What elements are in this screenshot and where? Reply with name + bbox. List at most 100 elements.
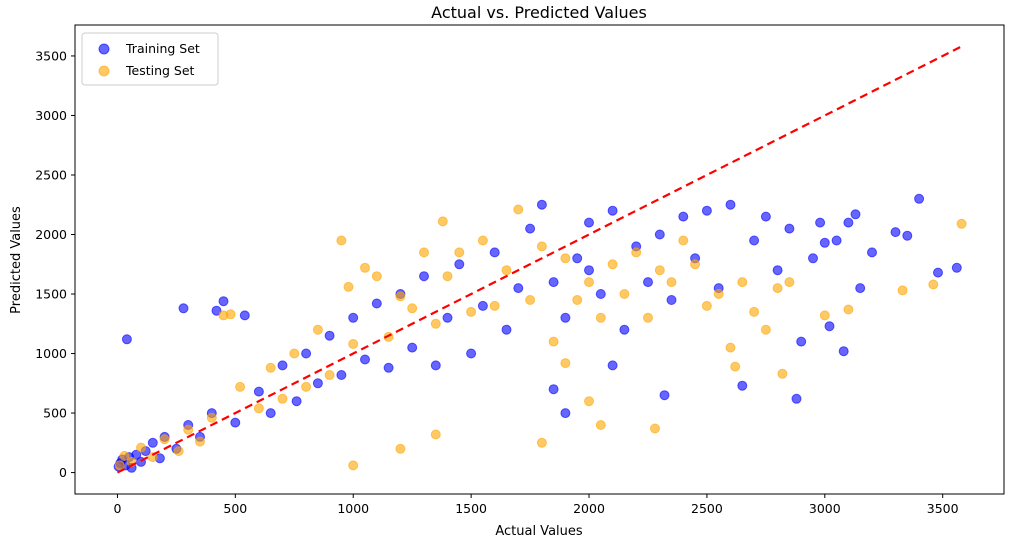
data-point: [902, 230, 913, 241]
data-point: [513, 283, 524, 294]
data-point: [466, 348, 477, 359]
data-point: [336, 370, 347, 380]
data-point: [737, 277, 748, 288]
data-point: [371, 298, 382, 309]
data-point: [253, 386, 264, 397]
data-point: [395, 443, 406, 454]
x-tick-label: 3500: [927, 501, 959, 516]
data-point: [277, 360, 288, 371]
data-point: [407, 342, 418, 353]
data-point: [265, 362, 276, 373]
data-point: [301, 348, 312, 359]
data-point: [843, 217, 854, 228]
data-point: [867, 247, 877, 258]
data-point: [784, 277, 795, 288]
data-point: [824, 321, 835, 332]
data-point: [147, 452, 158, 463]
data-point: [501, 265, 512, 276]
data-point: [407, 303, 418, 314]
data-point: [956, 218, 967, 229]
data-point: [230, 417, 241, 428]
data-point: [395, 291, 406, 302]
y-tick-label: 3500: [35, 48, 67, 63]
x-tick-label: 1000: [337, 501, 369, 516]
data-point: [897, 285, 908, 296]
x-tick-label: 500: [223, 501, 247, 516]
legend: Training Set Testing Set: [81, 32, 219, 86]
y-tick-label: 500: [43, 406, 67, 421]
data-point: [666, 277, 677, 288]
data-point: [791, 393, 802, 404]
data-point: [619, 324, 630, 335]
data-point: [819, 237, 830, 248]
data-point: [701, 300, 712, 311]
data-point: [121, 334, 132, 345]
data-point: [796, 336, 807, 347]
data-point: [525, 223, 536, 234]
data-point: [725, 199, 736, 210]
data-point: [513, 204, 524, 215]
data-point: [951, 262, 962, 273]
data-point: [584, 265, 594, 276]
data-point: [855, 283, 866, 294]
data-point: [312, 378, 323, 389]
data-point: [119, 450, 130, 461]
data-point: [265, 408, 276, 419]
plot-area: [113, 193, 967, 473]
data-point: [536, 199, 547, 210]
legend-marker-testing: [98, 65, 110, 77]
data-point: [831, 235, 842, 246]
data-point: [607, 205, 618, 216]
data-point: [489, 300, 500, 311]
data-point: [713, 289, 724, 299]
x-tick-label: 2000: [573, 501, 605, 516]
data-point: [560, 408, 571, 419]
data-point: [815, 217, 826, 228]
data-point: [560, 253, 571, 264]
data-point: [595, 420, 606, 430]
data-point: [595, 312, 606, 323]
series-training: [113, 193, 962, 473]
x-axis-label: Actual Values: [495, 524, 583, 539]
data-point: [277, 393, 288, 404]
data-point: [211, 305, 222, 316]
data-point: [419, 271, 429, 282]
data-point: [690, 259, 701, 270]
y-tick-label: 1000: [35, 346, 67, 361]
data-point: [643, 277, 653, 288]
data-point: [760, 211, 771, 222]
data-point: [336, 235, 347, 246]
data-point: [548, 384, 559, 395]
data-point: [737, 380, 748, 391]
y-axis-label: Predicted Values: [9, 206, 24, 314]
data-point: [914, 193, 925, 204]
data-point: [343, 281, 354, 292]
data-point: [477, 235, 488, 246]
data-point: [183, 424, 194, 435]
legend-marker-training: [98, 43, 110, 55]
data-point: [430, 360, 441, 371]
data-point: [195, 436, 205, 447]
data-point: [619, 289, 630, 299]
data-point: [772, 265, 783, 276]
data-point: [437, 216, 448, 227]
data-point: [383, 362, 394, 373]
data-point: [466, 306, 477, 317]
data-point: [933, 267, 943, 278]
data-point: [348, 460, 359, 471]
data-point: [348, 339, 359, 349]
data-point: [348, 312, 359, 323]
y-axis-ticks: 0 500 1000 1500 2000 2500 3000 3500: [35, 48, 75, 480]
data-point: [536, 437, 547, 448]
data-point: [607, 259, 618, 270]
data-point: [760, 324, 771, 335]
data-point: [536, 241, 547, 252]
data-point: [595, 289, 606, 299]
y-tick-label: 3000: [35, 108, 67, 123]
data-point: [548, 336, 559, 347]
data-point: [548, 277, 559, 288]
x-tick-label: 1500: [455, 501, 487, 516]
data-point: [560, 358, 571, 369]
data-point: [843, 304, 854, 315]
